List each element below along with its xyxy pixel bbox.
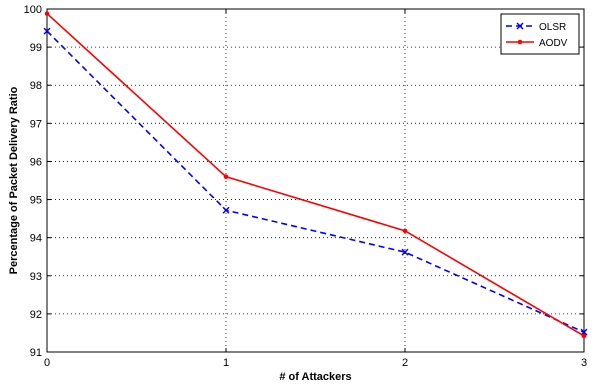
y-tick-label: 91 bbox=[30, 347, 42, 359]
legend-label-olsr: OLSR bbox=[539, 22, 566, 33]
plot-frame bbox=[46, 8, 585, 353]
y-tick-label: 99 bbox=[30, 42, 42, 54]
aodv-series-line bbox=[46, 12, 585, 337]
legend: OLSR AODV bbox=[500, 13, 580, 55]
aodv-point bbox=[223, 174, 229, 179]
legend-label-aodv: AODV bbox=[539, 38, 568, 49]
y-axis-label: Percentage of Packet Delivery Ratio bbox=[8, 86, 20, 274]
grid-lines bbox=[47, 9, 584, 352]
y-tick-label: 92 bbox=[30, 309, 42, 321]
aodv-point bbox=[581, 333, 587, 339]
legend-marker-olsr bbox=[516, 22, 524, 30]
y-tick-label: 95 bbox=[30, 195, 42, 207]
legend-item-olsr: OLSR bbox=[506, 22, 566, 33]
olsr-point bbox=[43, 27, 51, 35]
axis-ticks: 0 1 2 3 91 92 93 94 95 96 97 98 99 100 bbox=[24, 4, 587, 369]
legend-marker-aodv bbox=[517, 39, 523, 45]
series-group bbox=[43, 11, 588, 339]
olsr-point bbox=[222, 206, 230, 214]
x-tick-label: 1 bbox=[223, 357, 229, 369]
x-tick-label: 0 bbox=[44, 357, 50, 369]
y-tick-label: 100 bbox=[24, 4, 42, 16]
legend-box bbox=[500, 13, 580, 55]
x-tick-label: 2 bbox=[402, 357, 408, 369]
x-tick-label: 3 bbox=[581, 357, 587, 369]
y-tick-label: 93 bbox=[30, 271, 42, 283]
y-tick-label: 98 bbox=[30, 80, 42, 92]
aodv-point bbox=[44, 11, 50, 16]
olsr-point bbox=[401, 248, 409, 256]
olsr-series-line bbox=[46, 30, 585, 333]
x-axis-label: # of Attackers bbox=[279, 371, 351, 383]
aodv-point bbox=[402, 228, 408, 234]
y-tick-label: 96 bbox=[30, 156, 42, 168]
y-tick-label: 97 bbox=[30, 118, 42, 130]
y-tick-label: 94 bbox=[30, 233, 42, 245]
legend-item-aodv: AODV bbox=[506, 38, 568, 49]
plot-area bbox=[47, 9, 584, 352]
